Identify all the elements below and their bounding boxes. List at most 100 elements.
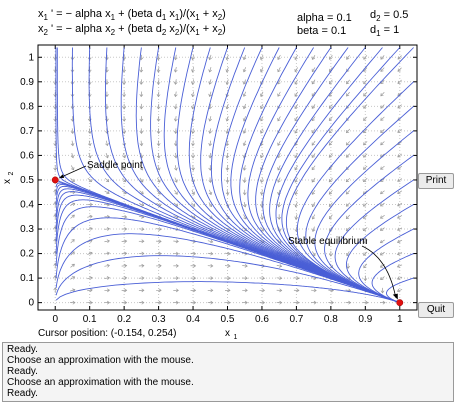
vector-field-arrow xyxy=(157,54,160,60)
vector-field-arrow xyxy=(226,67,229,73)
vector-field-arrowhead xyxy=(328,216,333,220)
vector-field-arrow xyxy=(278,189,281,195)
vector-field-arrowhead xyxy=(242,204,247,208)
vector-field-arrowhead xyxy=(191,93,195,98)
y-tick-label: 1 xyxy=(28,52,34,63)
vector-field-arrowhead xyxy=(296,288,300,293)
vector-field-arrowhead xyxy=(396,264,401,268)
y-axis-label: x xyxy=(2,179,13,184)
vector-field-arrowhead xyxy=(105,155,109,159)
vector-field-arrow xyxy=(207,252,213,255)
vector-field-arrow xyxy=(311,91,316,97)
print-button[interactable]: Print xyxy=(418,173,454,189)
vector-field-arrow xyxy=(70,276,75,280)
vector-field-arrowhead xyxy=(227,251,231,256)
vector-field-arrowhead xyxy=(122,130,127,134)
x-tick-label: 1 xyxy=(397,314,403,325)
status-log[interactable]: Ready. Choose an approximation with the … xyxy=(2,342,454,402)
vector-field-arrow xyxy=(363,116,368,121)
vector-field-arrowhead xyxy=(173,81,178,85)
vector-field-arrow xyxy=(380,67,385,72)
vector-field-arrowhead xyxy=(106,288,110,293)
y-tick-label: 0.8 xyxy=(20,101,34,112)
vector-field-arrow xyxy=(328,177,333,183)
vector-field-arrow xyxy=(311,165,316,170)
vector-field-arrowhead xyxy=(365,300,369,305)
vector-field-arrow xyxy=(140,152,143,158)
vector-field-arrowhead xyxy=(294,240,299,245)
vector-field-arrow xyxy=(311,54,316,60)
vector-field-arrowhead xyxy=(208,155,213,159)
vector-field-arrowhead xyxy=(311,56,315,60)
x-tick-label: 0.3 xyxy=(152,314,166,325)
vector-field-arrowhead xyxy=(328,253,333,257)
vector-field-arrowhead xyxy=(225,130,230,134)
vector-field-arrowhead xyxy=(156,130,161,134)
vector-field-arrowhead xyxy=(296,276,300,281)
vector-field-arrowhead xyxy=(294,179,298,183)
vector-field-arrowhead xyxy=(380,93,384,97)
vector-field-arrow xyxy=(260,103,264,109)
vector-field-arrowhead xyxy=(70,106,75,110)
vector-field-arrow xyxy=(243,201,246,208)
vector-field-arrow xyxy=(209,116,212,122)
vector-field-arrow xyxy=(397,276,403,280)
vector-field-arrow xyxy=(174,54,177,60)
x-tick-label: 0 xyxy=(52,314,58,325)
vector-field-arrow xyxy=(277,54,281,60)
vector-field-arrow xyxy=(104,240,110,243)
vector-field-arrowhead xyxy=(173,106,178,110)
vector-field-arrow xyxy=(243,116,246,122)
vector-field-arrow xyxy=(380,190,385,194)
vector-field-arrow xyxy=(105,152,109,158)
vector-field-arrow xyxy=(363,214,368,219)
vector-field-arrowhead xyxy=(105,178,110,183)
vector-field-arrowhead xyxy=(311,81,315,85)
vector-field-arrowhead xyxy=(156,94,161,98)
x-tick-label: 0.6 xyxy=(255,314,269,325)
vector-field-arrowhead xyxy=(193,288,197,293)
vector-field-arrowhead xyxy=(397,227,401,231)
vector-field-arrow xyxy=(260,116,264,122)
vector-field-arrow xyxy=(260,226,264,232)
vector-field-arrowhead xyxy=(158,251,162,256)
vector-field-arrow xyxy=(311,116,316,121)
vector-field-arrow xyxy=(346,226,351,232)
vector-field-arrow xyxy=(397,129,402,133)
vector-field-arrow xyxy=(294,67,298,72)
vector-field-arrowhead xyxy=(191,130,195,134)
vector-field-arrow xyxy=(209,103,212,109)
vector-field-arrow xyxy=(123,128,125,134)
vector-field-arrow xyxy=(140,54,143,60)
vector-field-arrow xyxy=(345,289,351,292)
param-d2: d2 = 0.5 xyxy=(370,9,409,23)
quit-button[interactable]: Quit xyxy=(418,302,454,318)
vector-field-arrow xyxy=(277,239,282,244)
vector-field-arrow xyxy=(88,140,91,146)
y-tick-label: 0.1 xyxy=(20,273,34,284)
vector-field-arrowhead xyxy=(379,239,384,244)
vector-field-arrowhead xyxy=(262,288,266,293)
vector-field-arrowhead xyxy=(175,251,179,256)
vector-field-arrow xyxy=(87,277,93,280)
vector-field-arrowhead xyxy=(242,93,247,97)
vector-field-arrow xyxy=(276,264,282,267)
vector-field-arrow xyxy=(157,67,160,73)
vector-field-arrow xyxy=(346,177,351,182)
vector-field-arrowhead xyxy=(348,300,352,305)
vector-field-arrowhead xyxy=(277,179,281,183)
vector-field-arrow xyxy=(261,189,263,195)
vector-field-arrow xyxy=(209,67,212,73)
vector-field-arrow xyxy=(260,128,264,134)
vector-field-arrowhead xyxy=(397,68,401,72)
stable-equilibrium-arrow-head xyxy=(392,293,398,300)
vector-field-arrow xyxy=(104,252,110,255)
vector-field-arrowhead xyxy=(89,288,93,293)
phase-plot[interactable]: 0 0.1 0.2 0.3 0.4 0.5 0.6 0.7 0.8 0.9 1 0 0.1 0.2 0.3 0… xyxy=(0,0,458,345)
vector-field-arrowhead xyxy=(396,276,401,281)
vector-field-arrowhead xyxy=(277,118,281,122)
vector-field-arrow xyxy=(88,165,92,171)
vector-field-arrowhead xyxy=(363,252,367,256)
vector-field-arrowhead xyxy=(380,56,384,60)
vector-field-arrowhead xyxy=(174,191,178,195)
